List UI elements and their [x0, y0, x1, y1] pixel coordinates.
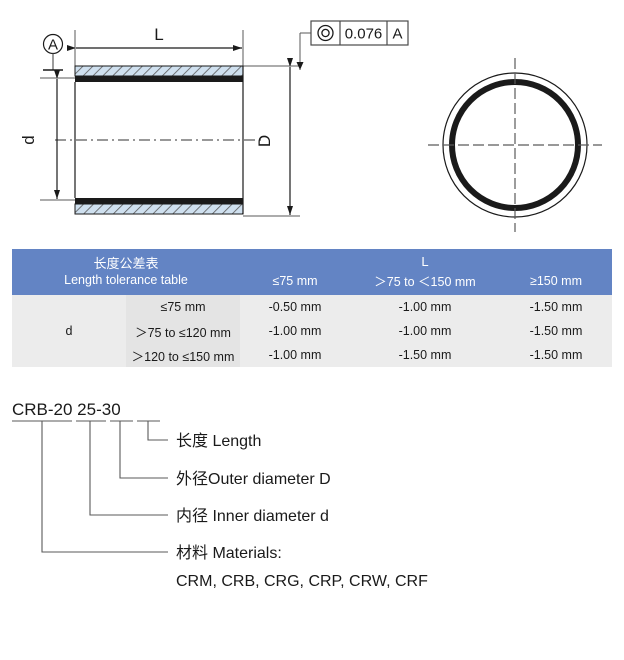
top-liner-layer [75, 76, 243, 82]
bushing-section-view: L d D [19, 20, 409, 217]
length-label: L [154, 25, 163, 44]
legend-label-materials: 材料 Materials: [176, 544, 282, 562]
concentricity-icon [317, 24, 334, 42]
datum-feature-symbol: A [42, 33, 64, 71]
table-title-cell: 长度公差表 Length tolerance table [12, 249, 240, 295]
tolerance-frame: 0.076 A [296, 20, 409, 70]
legend-label-inner-diameter: 内径 Inner diameter d [176, 507, 329, 525]
table-col-header-2: ≥150 mm [500, 249, 612, 295]
table-row: ＞75 to ≤120 mm -1.00 mm -1.00 mm -1.50 m… [12, 319, 612, 343]
table-header-row: 长度公差表 Length tolerance table ≤75 mm L ＞7… [12, 249, 612, 295]
legend-label-outer-diameter: 外径Outer diameter D [176, 470, 331, 488]
legend-label-length: 长度 Length [176, 432, 261, 450]
legend-svg: CRB-20 25-30 长度 Length 外径Outer diameter … [12, 400, 428, 590]
tolerance-value: 0.076 [345, 26, 383, 43]
extension-lines [40, 30, 300, 217]
inner-diameter-dimension: d [19, 70, 60, 199]
bottom-backing-layer [74, 203, 244, 215]
table-title-en: Length tolerance table [64, 273, 188, 288]
table-col-header-0: ≤75 mm [240, 249, 350, 295]
row-2-range: ＞120 to ≤150 mm [126, 343, 240, 367]
row-2-value-1: -1.50 mm [350, 343, 500, 367]
length-dimension: L [67, 25, 242, 51]
row-0-range: ≤75 mm [126, 295, 240, 319]
row-1-value-0: -1.00 mm [240, 319, 350, 343]
top-backing-layer [74, 65, 244, 77]
legend-materials-list: CRM, CRB, CRG, CRP, CRW, CRF [176, 573, 428, 590]
outer-diameter-dimension: D [255, 58, 293, 215]
table-col-header-0-label: ≤75 mm [272, 273, 318, 288]
part-code: CRB-20 25-30 [12, 400, 121, 419]
row-1-value-2: -1.50 mm [500, 319, 612, 343]
table-col-header-1: L ＞75 to ＜150 mm [350, 249, 500, 295]
row-2-value-2: -1.50 mm [500, 343, 612, 367]
tolerance-leader-arrow [296, 62, 304, 70]
row-1-value-1: -1.00 mm [350, 319, 500, 343]
table-row: ＞120 to ≤150 mm -1.00 mm -1.50 mm -1.50 … [12, 343, 612, 367]
row-2-value-0: -1.00 mm [240, 343, 350, 367]
table-header: 长度公差表 Length tolerance table ≤75 mm L ＞7… [12, 249, 612, 295]
tolerance-datum: A [392, 26, 402, 43]
length-tolerance-table: 长度公差表 Length tolerance table ≤75 mm L ＞7… [12, 249, 612, 367]
table-group-header: L [421, 254, 429, 269]
row-1-range: ＞75 to ≤120 mm [126, 319, 240, 343]
row-0-value-0: -0.50 mm [240, 295, 350, 319]
tolerance-frame-box [310, 20, 409, 46]
datum-letter: A [48, 37, 58, 54]
technical-drawing: L d D [0, 0, 624, 240]
table-body: d ≤75 mm -0.50 mm -1.00 mm -1.50 mm ＞75 … [12, 295, 612, 367]
bushing-end-view [428, 58, 602, 232]
row-0-value-1: -1.00 mm [350, 295, 500, 319]
outer-diameter-label: D [255, 135, 274, 147]
bottom-liner-layer [75, 198, 243, 204]
leader-lines [41, 421, 168, 553]
table-title-cn: 长度公差表 [93, 255, 159, 271]
inner-diameter-label: d [19, 135, 38, 144]
drawing-svg: L d D [19, 20, 602, 232]
table-col-header-1-label: ＞75 to ＜150 mm [374, 275, 476, 289]
part-number-legend: CRB-20 25-30 长度 Length 外径Outer diameter … [0, 390, 624, 620]
concentricity-icon-inner [321, 28, 330, 38]
liner-ring [449, 79, 581, 211]
row-group-label: d [12, 295, 126, 367]
row-0-value-2: -1.50 mm [500, 295, 612, 319]
table-col-header-2-label: ≥150 mm [529, 273, 582, 288]
table-row: d ≤75 mm -0.50 mm -1.00 mm -1.50 mm [12, 295, 612, 367]
